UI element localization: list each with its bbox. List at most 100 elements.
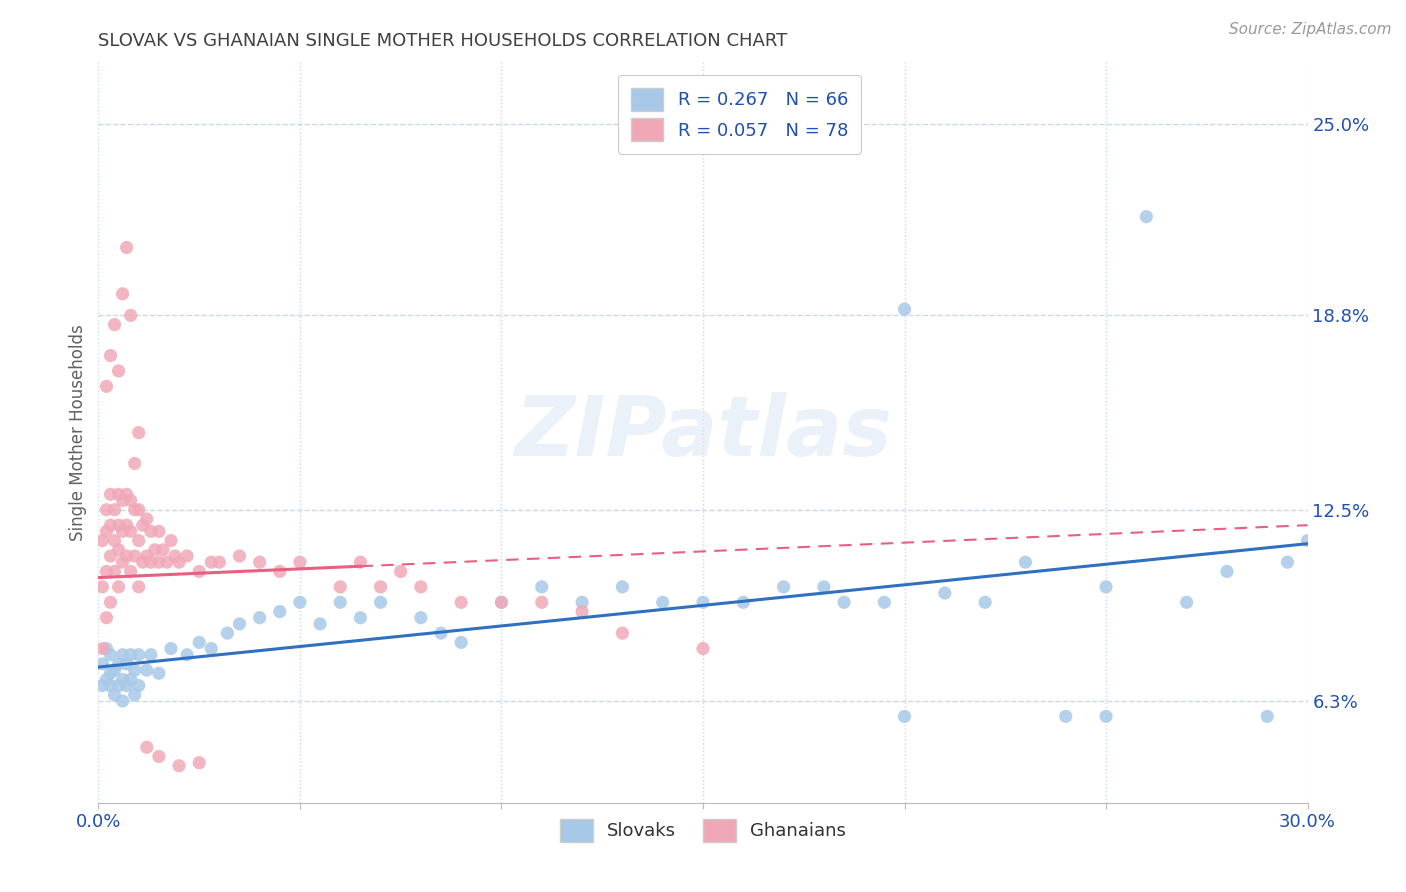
- Point: [96, 611, 118, 625]
- Point: [107, 364, 129, 378]
- Point: [160, 641, 183, 656]
- Point: [370, 595, 392, 609]
- Point: [163, 549, 186, 563]
- Point: [491, 595, 513, 609]
- Point: [128, 679, 150, 693]
- Point: [107, 518, 129, 533]
- Point: [692, 641, 714, 656]
- Point: [132, 518, 155, 533]
- Point: [288, 595, 311, 609]
- Point: [107, 679, 129, 693]
- Point: [409, 580, 432, 594]
- Point: [120, 565, 142, 579]
- Point: [1296, 533, 1319, 548]
- Point: [100, 518, 122, 533]
- Point: [103, 565, 125, 579]
- Point: [111, 493, 134, 508]
- Point: [124, 549, 146, 563]
- Point: [139, 524, 162, 539]
- Point: [249, 611, 271, 625]
- Y-axis label: Single Mother Households: Single Mother Households: [69, 325, 87, 541]
- Point: [135, 512, 157, 526]
- Point: [893, 709, 915, 723]
- Point: [124, 663, 146, 677]
- Point: [733, 595, 755, 609]
- Point: [124, 457, 146, 471]
- Point: [249, 555, 271, 569]
- Point: [120, 673, 142, 687]
- Point: [100, 349, 122, 363]
- Point: [893, 302, 915, 317]
- Point: [934, 586, 956, 600]
- Point: [269, 605, 291, 619]
- Point: [309, 616, 332, 631]
- Point: [430, 626, 453, 640]
- Point: [100, 549, 122, 563]
- Point: [530, 595, 553, 609]
- Point: [139, 555, 162, 569]
- Point: [571, 595, 593, 609]
- Point: [176, 549, 198, 563]
- Point: [450, 595, 472, 609]
- Point: [120, 309, 142, 323]
- Point: [612, 626, 634, 640]
- Text: Source: ZipAtlas.com: Source: ZipAtlas.com: [1229, 22, 1392, 37]
- Point: [160, 533, 183, 548]
- Point: [103, 663, 125, 677]
- Point: [124, 688, 146, 702]
- Point: [91, 657, 114, 671]
- Point: [111, 524, 134, 539]
- Point: [143, 542, 166, 557]
- Point: [228, 616, 250, 631]
- Point: [450, 635, 472, 649]
- Point: [1054, 709, 1077, 723]
- Point: [1256, 709, 1278, 723]
- Point: [1095, 709, 1118, 723]
- Point: [873, 595, 896, 609]
- Point: [103, 688, 125, 702]
- Point: [100, 648, 122, 662]
- Point: [188, 756, 211, 770]
- Point: [128, 425, 150, 440]
- Point: [148, 524, 170, 539]
- Point: [115, 240, 138, 255]
- Point: [148, 555, 170, 569]
- Point: [111, 648, 134, 662]
- Point: [530, 580, 553, 594]
- Point: [103, 318, 125, 332]
- Point: [974, 595, 997, 609]
- Point: [128, 580, 150, 594]
- Point: [96, 673, 118, 687]
- Point: [208, 555, 231, 569]
- Point: [813, 580, 835, 594]
- Point: [107, 487, 129, 501]
- Point: [135, 549, 157, 563]
- Point: [100, 679, 122, 693]
- Point: [1095, 580, 1118, 594]
- Point: [96, 641, 118, 656]
- Point: [132, 555, 155, 569]
- Point: [651, 595, 673, 609]
- Point: [91, 641, 114, 656]
- Point: [188, 635, 211, 649]
- Point: [120, 493, 142, 508]
- Point: [156, 555, 179, 569]
- Point: [103, 533, 125, 548]
- Point: [107, 657, 129, 671]
- Point: [1135, 210, 1157, 224]
- Point: [128, 533, 150, 548]
- Point: [96, 524, 118, 539]
- Point: [115, 518, 138, 533]
- Point: [135, 740, 157, 755]
- Point: [103, 502, 125, 516]
- Point: [128, 648, 150, 662]
- Point: [111, 286, 134, 301]
- Point: [115, 549, 138, 563]
- Point: [200, 555, 222, 569]
- Point: [120, 524, 142, 539]
- Point: [96, 565, 118, 579]
- Point: [139, 648, 162, 662]
- Point: [1014, 555, 1036, 569]
- Point: [96, 502, 118, 516]
- Point: [148, 666, 170, 681]
